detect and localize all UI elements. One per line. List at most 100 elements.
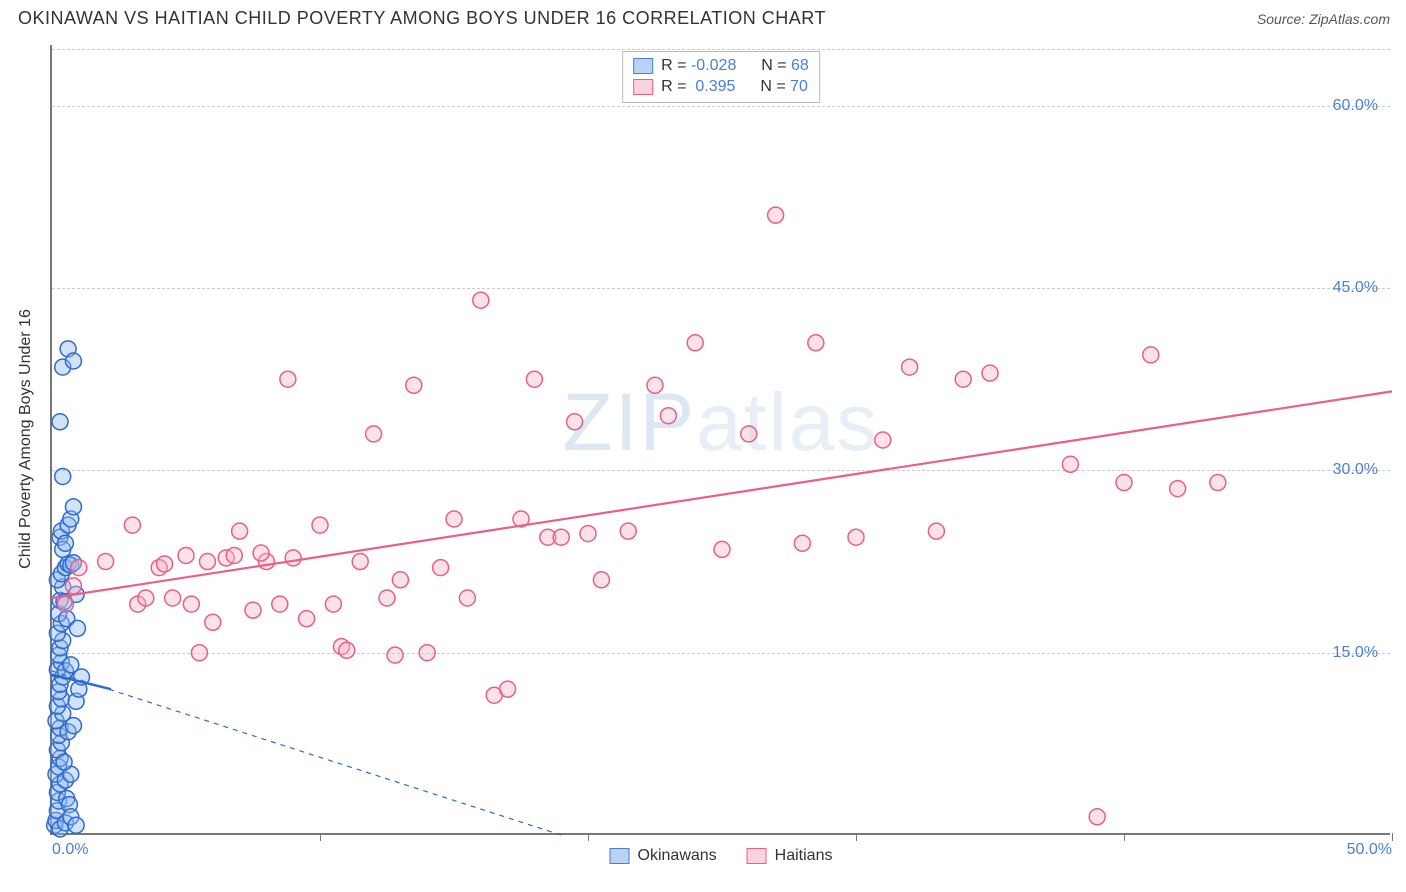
swatch-pink-icon <box>633 79 653 95</box>
x-tick <box>588 833 589 841</box>
data-point-haitians <box>620 523 636 539</box>
r-value-okinawans: -0.028 <box>691 57 736 74</box>
data-point-haitians <box>98 554 114 570</box>
data-point-okinawans <box>52 414 68 430</box>
x-tick <box>320 833 321 841</box>
data-point-haitians <box>567 414 583 430</box>
chart-title: OKINAWAN VS HAITIAN CHILD POVERTY AMONG … <box>18 8 826 29</box>
data-point-haitians <box>928 523 944 539</box>
legend-row-okinawans: R = -0.028 N = 68 <box>633 56 809 77</box>
data-point-haitians <box>178 547 194 563</box>
data-point-okinawans <box>65 499 81 515</box>
source-prefix: Source: <box>1257 11 1309 27</box>
data-point-okinawans <box>68 817 84 833</box>
data-point-haitians <box>232 523 248 539</box>
data-point-haitians <box>226 547 242 563</box>
data-point-haitians <box>1143 347 1159 363</box>
data-point-haitians <box>339 642 355 658</box>
data-point-haitians <box>183 596 199 612</box>
data-point-haitians <box>808 335 824 351</box>
data-point-haitians <box>875 432 891 448</box>
n-value-haitians: 70 <box>790 78 808 95</box>
data-point-haitians <box>446 511 462 527</box>
x-tick <box>1124 833 1125 841</box>
trendline-haitians <box>52 391 1392 598</box>
data-point-haitians <box>157 556 173 572</box>
x-tick-label: 50.0% <box>1347 841 1392 859</box>
data-point-haitians <box>253 545 269 561</box>
n-stat-haitians: N = 70 <box>760 77 808 98</box>
data-point-haitians <box>280 371 296 387</box>
data-point-haitians <box>580 526 596 542</box>
y-axis-label: Child Poverty Among Boys Under 16 <box>17 309 35 569</box>
legend-label-haitians: Haitians <box>775 847 833 865</box>
data-point-haitians <box>982 365 998 381</box>
series-legend: Okinawans Haitians <box>610 847 833 865</box>
data-point-haitians <box>714 541 730 557</box>
r-label: R = <box>661 78 686 95</box>
data-point-haitians <box>379 590 395 606</box>
data-point-haitians <box>1062 456 1078 472</box>
legend-item-haitians: Haitians <box>747 847 833 865</box>
swatch-blue-icon <box>610 848 630 864</box>
chart-plot-area: Child Poverty Among Boys Under 16 ZIPatl… <box>50 45 1390 835</box>
data-point-okinawans <box>69 620 85 636</box>
data-point-haitians <box>419 645 435 661</box>
data-point-haitians <box>593 572 609 588</box>
data-point-haitians <box>138 590 154 606</box>
x-tick-label: 0.0% <box>52 841 88 859</box>
data-point-haitians <box>245 602 261 618</box>
correlation-legend: R = -0.028 N = 68 R = 0.395 N = 70 <box>622 51 820 103</box>
data-point-haitians <box>433 560 449 576</box>
data-point-haitians <box>191 645 207 661</box>
data-point-haitians <box>285 550 301 566</box>
trendline-okinawans <box>52 671 561 835</box>
data-point-haitians <box>199 554 215 570</box>
data-point-haitians <box>299 611 315 627</box>
data-point-okinawans <box>55 468 71 484</box>
n-stat-okinawans: N = 68 <box>761 56 809 77</box>
data-point-haitians <box>205 614 221 630</box>
x-tick <box>1392 833 1393 841</box>
data-point-haitians <box>687 335 703 351</box>
n-value-okinawans: 68 <box>791 57 809 74</box>
data-point-haitians <box>272 596 288 612</box>
data-point-haitians <box>65 578 81 594</box>
swatch-pink-icon <box>747 848 767 864</box>
data-point-haitians <box>392 572 408 588</box>
data-point-haitians <box>406 377 422 393</box>
data-point-haitians <box>473 292 489 308</box>
data-point-haitians <box>1116 475 1132 491</box>
data-point-haitians <box>741 426 757 442</box>
data-point-okinawans <box>57 535 73 551</box>
data-point-haitians <box>1170 481 1186 497</box>
n-label: N = <box>760 78 785 95</box>
data-point-okinawans <box>65 353 81 369</box>
x-tick <box>856 833 857 841</box>
source-name: ZipAtlas.com <box>1309 11 1390 27</box>
data-point-haitians <box>124 517 140 533</box>
data-point-haitians <box>165 590 181 606</box>
legend-label-okinawans: Okinawans <box>638 847 717 865</box>
scatter-svg <box>52 45 1390 833</box>
data-point-haitians <box>768 207 784 223</box>
data-point-haitians <box>1089 809 1105 825</box>
r-value-haitians: 0.395 <box>695 78 735 95</box>
source-attribution: Source: ZipAtlas.com <box>1257 11 1390 27</box>
n-label: N = <box>761 57 786 74</box>
data-point-haitians <box>647 377 663 393</box>
legend-row-haitians: R = 0.395 N = 70 <box>633 77 809 98</box>
r-label: R = <box>661 57 686 74</box>
data-point-haitians <box>71 560 87 576</box>
data-point-okinawans <box>65 718 81 734</box>
data-point-okinawans <box>56 754 72 770</box>
data-point-haitians <box>794 535 810 551</box>
data-point-haitians <box>902 359 918 375</box>
data-point-haitians <box>325 596 341 612</box>
data-point-haitians <box>955 371 971 387</box>
data-point-haitians <box>848 529 864 545</box>
r-stat-okinawans: R = -0.028 <box>661 56 736 77</box>
data-point-haitians <box>553 529 569 545</box>
data-point-haitians <box>526 371 542 387</box>
data-point-haitians <box>1210 475 1226 491</box>
